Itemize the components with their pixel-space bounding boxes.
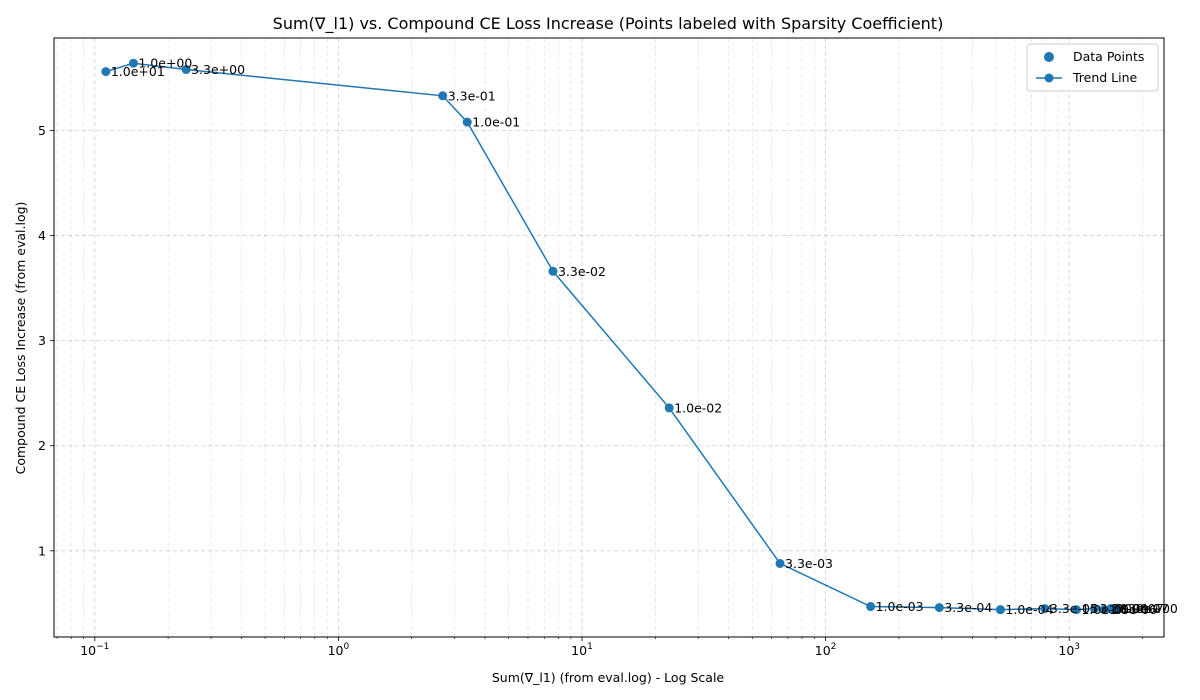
- plot-frame: [53, 37, 1165, 638]
- data-point: [1099, 605, 1109, 615]
- chart-title: Sum(∇_l1) vs. Compound CE Loss Increase …: [273, 14, 944, 34]
- y-axis-ticks: 1 2 3 4 5: [38, 123, 54, 558]
- data-point: [438, 91, 448, 101]
- y-tick-label: 3: [38, 333, 46, 348]
- series-line-and-points: [101, 58, 1124, 615]
- x-tick-exponent: 1: [587, 642, 593, 652]
- point-label: 1.0e-06: [1109, 602, 1157, 617]
- point-label: 1.0e-07: [1121, 601, 1169, 616]
- data-point: [128, 58, 138, 68]
- point-label: 1.0e+01: [111, 64, 165, 79]
- x-tick-label: 100: [328, 642, 350, 658]
- point-label: 1.0e-01: [472, 115, 520, 130]
- data-point: [1071, 605, 1081, 615]
- y-tick-label: 5: [38, 123, 46, 138]
- point-label: 1.0e-03: [876, 599, 924, 614]
- x-tick-label: 102: [815, 642, 837, 658]
- legend-data-points-marker: [1044, 52, 1054, 62]
- data-point: [462, 117, 472, 127]
- point-label: 1.0e+00: [138, 56, 192, 71]
- legend-trend-line-label: Trend Line: [1072, 70, 1138, 85]
- x-tick-exponent: 2: [831, 642, 837, 652]
- data-point: [1040, 604, 1050, 614]
- point-label: 3.3e-04: [944, 600, 992, 615]
- point-labels: 1.0e+011.0e+003.3e+00 3.3e-01 1.0e-01 3.3e-…: [111, 56, 1178, 617]
- y-axis-label: Compound CE Loss Increase (from eval.log…: [13, 202, 28, 475]
- point-label: 1.0e-05: [1081, 602, 1129, 617]
- point-label: 3.3e-02: [558, 264, 606, 279]
- data-point: [934, 603, 944, 613]
- y-tick-label: 4: [38, 228, 46, 243]
- x-tick-label: 10−1: [80, 642, 109, 658]
- x-tick-base: 10: [815, 643, 831, 658]
- point-label: 3.3e-06: [1099, 601, 1147, 616]
- data-point: [995, 605, 1005, 615]
- legend: Data Points Trend Line: [1026, 43, 1159, 92]
- trend-line: [105, 62, 1119, 611]
- point-label: 3.3e-05: [1050, 601, 1098, 616]
- x-tick-base: 10: [571, 643, 587, 658]
- data-point: [1114, 604, 1124, 614]
- data-point: [775, 558, 785, 568]
- x-tick-base: 10: [80, 643, 96, 658]
- data-point: [866, 602, 876, 612]
- x-tick-exponent: 3: [1074, 642, 1080, 652]
- data-point: [101, 67, 111, 77]
- point-label: 0.0e+00: [1124, 601, 1178, 616]
- point-label: 3.3e+00: [191, 62, 245, 77]
- data-point: [548, 266, 558, 276]
- point-label: 3.3e-07: [1116, 601, 1164, 616]
- data-point: [1089, 604, 1099, 614]
- point-label: 1.0e-04: [1005, 602, 1053, 617]
- y-tick-label: 2: [38, 438, 46, 453]
- x-axis-ticks: 10−1 100 101 102 103: [56, 637, 1143, 658]
- point-label: 3.3e-01: [448, 88, 496, 103]
- x-tick-base: 10: [328, 643, 344, 658]
- point-label: 3.3e-03: [785, 556, 833, 571]
- x-tick-label: 101: [571, 642, 593, 658]
- x-axis-label: Sum(∇_l1) (from eval.log) - Log Scale: [492, 670, 725, 685]
- point-label: 1.0e-02: [674, 400, 722, 415]
- x-tick-label: 103: [1058, 642, 1080, 658]
- grid: [54, 38, 1164, 637]
- x-tick-exponent: −1: [96, 642, 109, 652]
- legend-data-points-label: Data Points: [1073, 49, 1144, 64]
- y-tick-label: 1: [38, 543, 46, 558]
- legend-trend-line-dot: [1044, 73, 1054, 83]
- legend-box: [1026, 43, 1159, 92]
- x-tick-base: 10: [1058, 643, 1074, 658]
- data-point: [664, 403, 674, 413]
- data-point: [181, 65, 191, 75]
- x-tick-exponent: 0: [343, 642, 349, 652]
